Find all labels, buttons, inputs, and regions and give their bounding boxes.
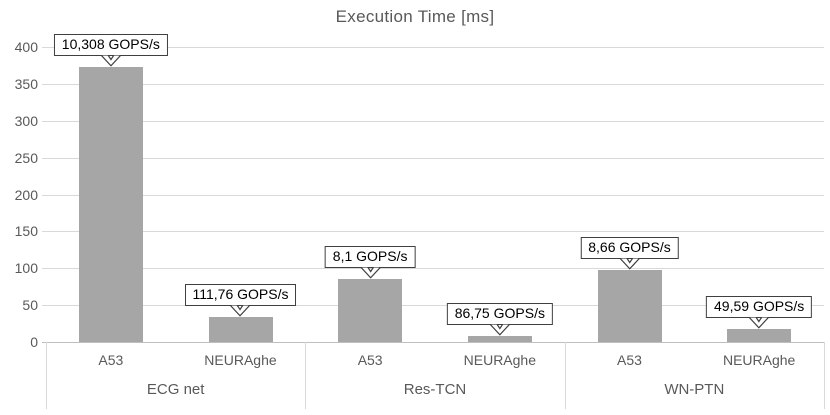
gops-callout-label: 86,75 GOPS/s xyxy=(446,303,553,326)
down-arrow-icon xyxy=(618,258,641,271)
gops-callout-ecg-net-neuraghe: 111,76 GOPS/s xyxy=(184,283,297,317)
y-tick-label: 400 xyxy=(14,39,38,55)
y-tick-label: 250 xyxy=(14,149,38,166)
gops-callout-wn-ptn-neuraghe: 49,59 GOPS/s xyxy=(706,296,813,330)
down-arrow-icon xyxy=(748,317,770,330)
bar-ecg-net-neuraghe xyxy=(208,316,273,342)
x-group-label-res-tcn: Res-TCN xyxy=(403,381,467,398)
gops-callout-ecg-net-a53: 10,308 GOPS/s xyxy=(53,33,168,67)
y-tick-label: 200 xyxy=(14,186,38,203)
gops-callout-label: 111,76 GOPS/s xyxy=(184,283,297,306)
y-tick-label: 0 xyxy=(30,334,38,350)
x-group-label-wn-ptn: WN-PTN xyxy=(664,381,725,398)
group-separator xyxy=(46,342,47,409)
gridline xyxy=(42,194,824,196)
x-category-label-wn-ptn-neuraghe: NEURAghe xyxy=(722,352,796,368)
gridline xyxy=(42,47,824,48)
gops-callout-label: 49,59 GOPS/s xyxy=(706,296,813,319)
group-separator xyxy=(564,342,566,409)
bar-res-tcn-a53 xyxy=(338,279,403,342)
y-tick-label: 300 xyxy=(14,112,38,129)
x-category-label-res-tcn-a53: A53 xyxy=(357,352,383,368)
group-separator xyxy=(305,342,307,409)
gops-callout-res-tcn-a53: 8,1 GOPS/s xyxy=(324,246,416,279)
gridline xyxy=(42,268,824,270)
x-category-label-wn-ptn-a53: A53 xyxy=(617,352,642,368)
x-category-label-res-tcn-neuraghe: NEURAghe xyxy=(463,352,537,368)
down-arrow-icon xyxy=(489,324,511,336)
bar-wn-ptn-a53 xyxy=(597,270,662,342)
bar-ecg-net-a53 xyxy=(78,66,143,342)
gridline xyxy=(42,157,824,159)
x-category-label-ecg-net-neuraghe: NEURAghe xyxy=(204,352,277,368)
chart-title: Execution Time [ms] xyxy=(335,7,495,26)
group-separator xyxy=(824,342,825,409)
down-arrow-icon xyxy=(100,54,122,67)
gridline xyxy=(42,231,824,233)
down-arrow-icon xyxy=(359,267,381,279)
y-tick-label: 100 xyxy=(14,260,38,277)
x-axis-line xyxy=(42,342,824,343)
y-tick-label: 350 xyxy=(14,75,38,92)
gops-callout-res-tcn-neuraghe: 86,75 GOPS/s xyxy=(446,303,553,336)
gops-callout-label: 8,1 GOPS/s xyxy=(324,246,416,269)
x-category-label-ecg-net-a53: A53 xyxy=(98,352,124,368)
y-tick-label: 150 xyxy=(14,223,38,240)
bar-wn-ptn-neuraghe xyxy=(727,329,792,342)
down-arrow-icon xyxy=(229,304,252,317)
bar-res-tcn-neuraghe xyxy=(467,336,532,342)
x-group-label-ecg-net: ECG net xyxy=(146,381,205,398)
gridline xyxy=(42,83,824,85)
gridline xyxy=(42,305,824,307)
gops-callout-label: 10,308 GOPS/s xyxy=(53,33,168,56)
gops-callout-label: 8,66 GOPS/s xyxy=(580,237,679,260)
gops-callout-wn-ptn-a53: 8,66 GOPS/s xyxy=(580,237,679,271)
gridline xyxy=(42,120,824,122)
y-tick-label: 50 xyxy=(22,297,38,314)
